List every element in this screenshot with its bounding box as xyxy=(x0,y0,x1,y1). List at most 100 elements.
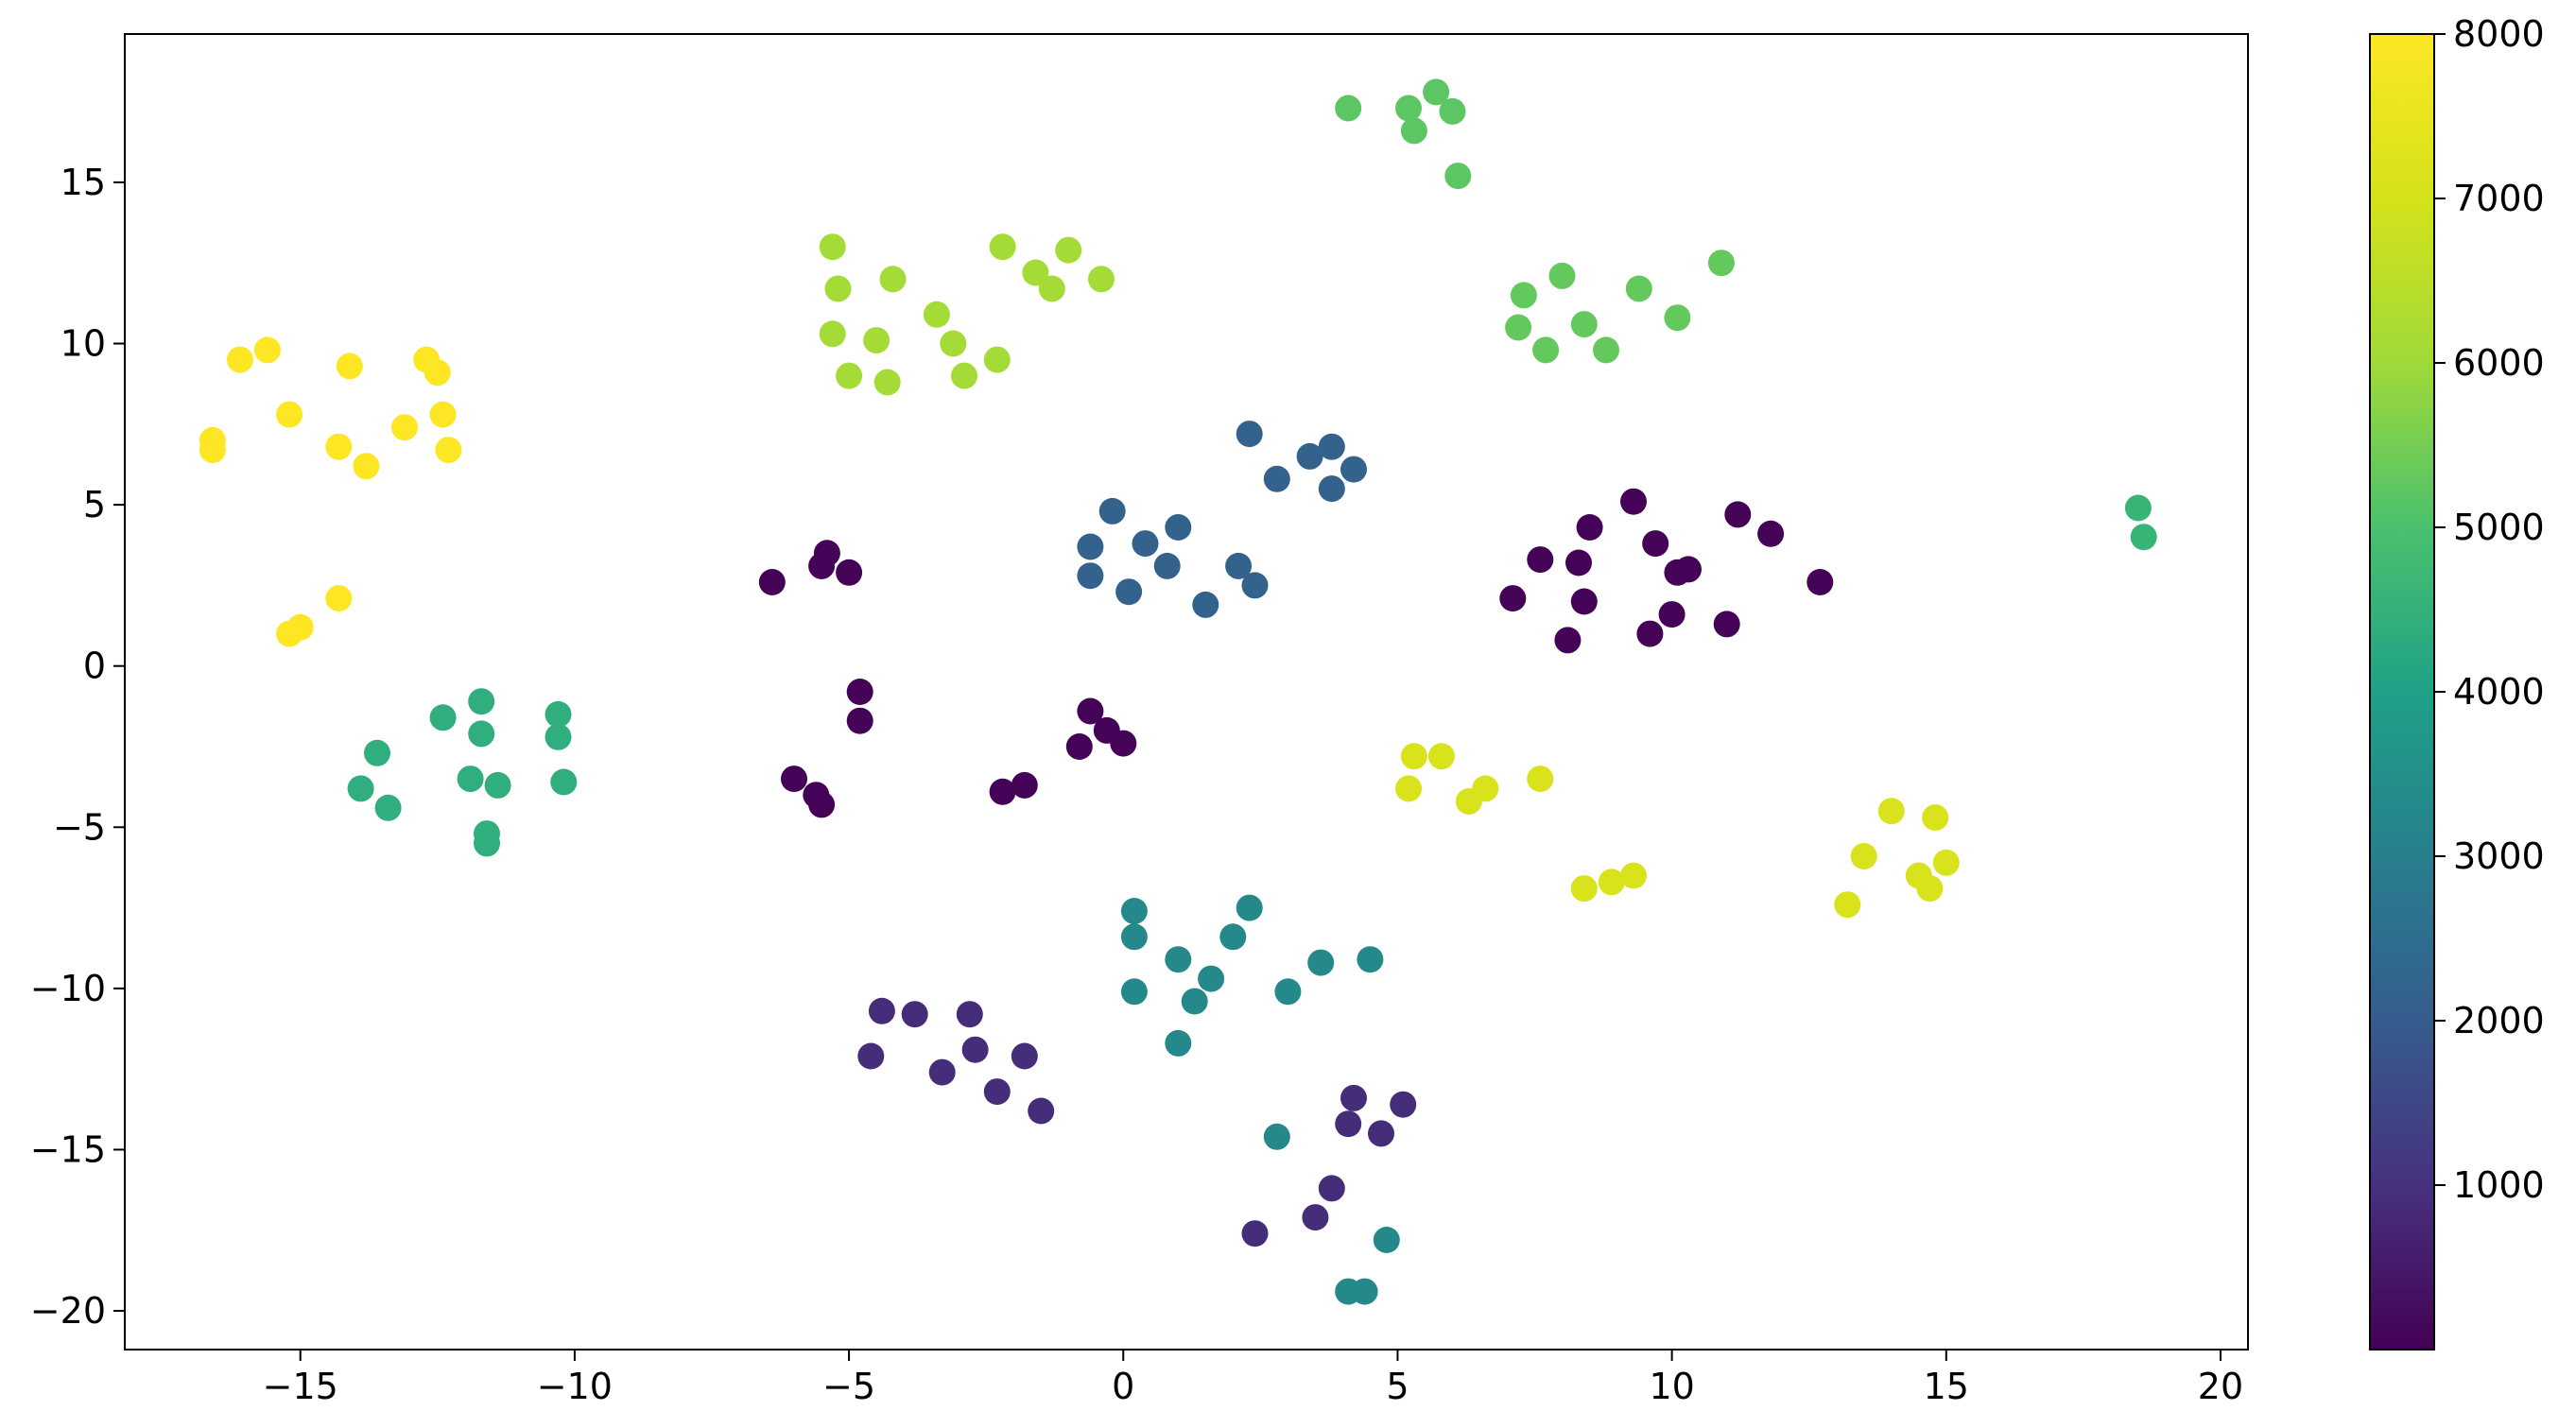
scatter-point-131 xyxy=(1198,965,1225,992)
scatter-point-30 xyxy=(824,275,852,302)
y-tick-label: −15 xyxy=(30,1128,106,1170)
scatter-point-19 xyxy=(429,704,457,731)
y-tick-label: 5 xyxy=(83,484,106,525)
scatter-point-50 xyxy=(1444,163,1472,190)
x-tick-label: 15 xyxy=(1924,1366,1969,1407)
scatter-point-108 xyxy=(1400,743,1427,770)
scatter-point-74 xyxy=(1110,730,1137,757)
scatter-point-140 xyxy=(1373,1227,1400,1253)
scatter-point-79 xyxy=(1570,588,1598,615)
scatter-point-91 xyxy=(1077,533,1104,560)
scatter-point-51 xyxy=(1510,282,1537,309)
scatter-point-118 xyxy=(1877,798,1905,825)
scatter-point-8 xyxy=(391,414,418,441)
scatter-point-99 xyxy=(1225,552,1253,579)
scatter-point-126 xyxy=(1120,923,1148,951)
scatter-point-6 xyxy=(336,353,363,380)
scatter-point-111 xyxy=(1472,775,1499,802)
scatter-point-57 xyxy=(1625,275,1652,302)
scatter-point-37 xyxy=(940,330,967,357)
scatter-point-14 xyxy=(286,613,314,641)
scatter-point-83 xyxy=(1642,530,1669,558)
scatter-point-68 xyxy=(808,791,836,818)
x-tick-label: 5 xyxy=(1386,1366,1409,1407)
scatter-point-104 xyxy=(1318,475,1345,503)
scatter-point-4 xyxy=(276,401,303,428)
scatter-point-98 xyxy=(1192,591,1219,618)
scatter-point-124 xyxy=(2130,524,2157,551)
scatter-point-31 xyxy=(819,320,846,348)
scatter-point-146 xyxy=(961,1036,989,1063)
y-tick-label: −10 xyxy=(30,968,106,1009)
y-tick-label: 0 xyxy=(83,645,106,687)
scatter-point-47 xyxy=(1400,117,1427,145)
scatter-point-86 xyxy=(1675,556,1702,583)
scatter-point-1 xyxy=(199,437,226,464)
plot-frame xyxy=(124,33,2249,1351)
scatter-point-58 xyxy=(1664,304,1691,332)
scatter-point-130 xyxy=(1181,988,1208,1015)
scatter-point-41 xyxy=(1022,259,1049,286)
y-tick-label: −5 xyxy=(53,806,106,848)
scatter-point-150 xyxy=(1241,1220,1269,1247)
y-tick-label: 15 xyxy=(61,162,106,203)
scatter-point-116 xyxy=(1834,891,1861,919)
scatter-point-143 xyxy=(901,1001,928,1028)
scatter-point-35 xyxy=(879,266,907,293)
scatter-point-72 xyxy=(1077,697,1104,725)
scatter-point-106 xyxy=(1340,456,1367,483)
scatter-point-82 xyxy=(1636,620,1664,647)
scatter-point-11 xyxy=(429,401,457,428)
colorbar-tick-label: 1000 xyxy=(2453,1164,2545,1206)
scatter-point-46 xyxy=(1395,95,1422,122)
scatter-point-147 xyxy=(983,1078,1011,1106)
scatter-point-18 xyxy=(374,794,402,821)
colorbar-tick-label: 4000 xyxy=(2453,671,2545,713)
scatter-point-36 xyxy=(923,301,950,328)
scatter-point-103 xyxy=(1296,442,1323,470)
scatter-point-62 xyxy=(813,540,840,567)
scatter-point-65 xyxy=(846,707,873,734)
scatter-point-10 xyxy=(424,359,451,387)
scatter-point-144 xyxy=(928,1058,956,1086)
scatter-point-39 xyxy=(983,346,1011,373)
scatter-point-142 xyxy=(868,997,895,1024)
colorbar xyxy=(2369,33,2435,1351)
scatter-point-141 xyxy=(857,1042,885,1070)
scatter-point-148 xyxy=(1011,1042,1038,1070)
scatter-point-137 xyxy=(1263,1123,1290,1150)
scatter-point-29 xyxy=(819,233,846,261)
scatter-point-114 xyxy=(1598,869,1625,896)
x-tick-label: −10 xyxy=(537,1366,613,1407)
scatter-point-44 xyxy=(1088,266,1115,293)
x-tick-label: −15 xyxy=(263,1366,338,1407)
scatter-point-109 xyxy=(1427,743,1455,770)
scatter-point-25 xyxy=(484,771,511,799)
scatter-point-22 xyxy=(468,720,495,748)
colorbar-tick-label: 8000 xyxy=(2453,13,2545,55)
scatter-point-69 xyxy=(989,778,1016,805)
scatter-point-123 xyxy=(2124,494,2152,522)
scatter-point-70 xyxy=(1011,771,1038,799)
scatter-point-78 xyxy=(1565,549,1592,576)
scatter-point-5 xyxy=(325,433,353,460)
scatter-point-49 xyxy=(1439,97,1466,125)
scatter-point-63 xyxy=(836,559,863,586)
scatter-point-64 xyxy=(846,679,873,705)
colorbar-tick-label: 3000 xyxy=(2453,835,2545,877)
scatter-point-52 xyxy=(1505,314,1532,341)
scatter-point-3 xyxy=(253,336,281,364)
scatter-point-27 xyxy=(545,723,572,750)
scatter-point-88 xyxy=(1724,501,1752,528)
scatter-point-28 xyxy=(550,768,578,796)
scatter-point-112 xyxy=(1527,766,1554,793)
scatter-point-84 xyxy=(1658,601,1686,628)
scatter-point-113 xyxy=(1570,875,1598,903)
scatter-point-154 xyxy=(1340,1084,1367,1111)
scatter-point-16 xyxy=(347,775,374,802)
scatter-point-48 xyxy=(1423,78,1450,106)
scatter-point-96 xyxy=(1153,552,1181,579)
colorbar-tick-label: 5000 xyxy=(2453,507,2545,548)
scatter-point-120 xyxy=(1916,875,1944,903)
